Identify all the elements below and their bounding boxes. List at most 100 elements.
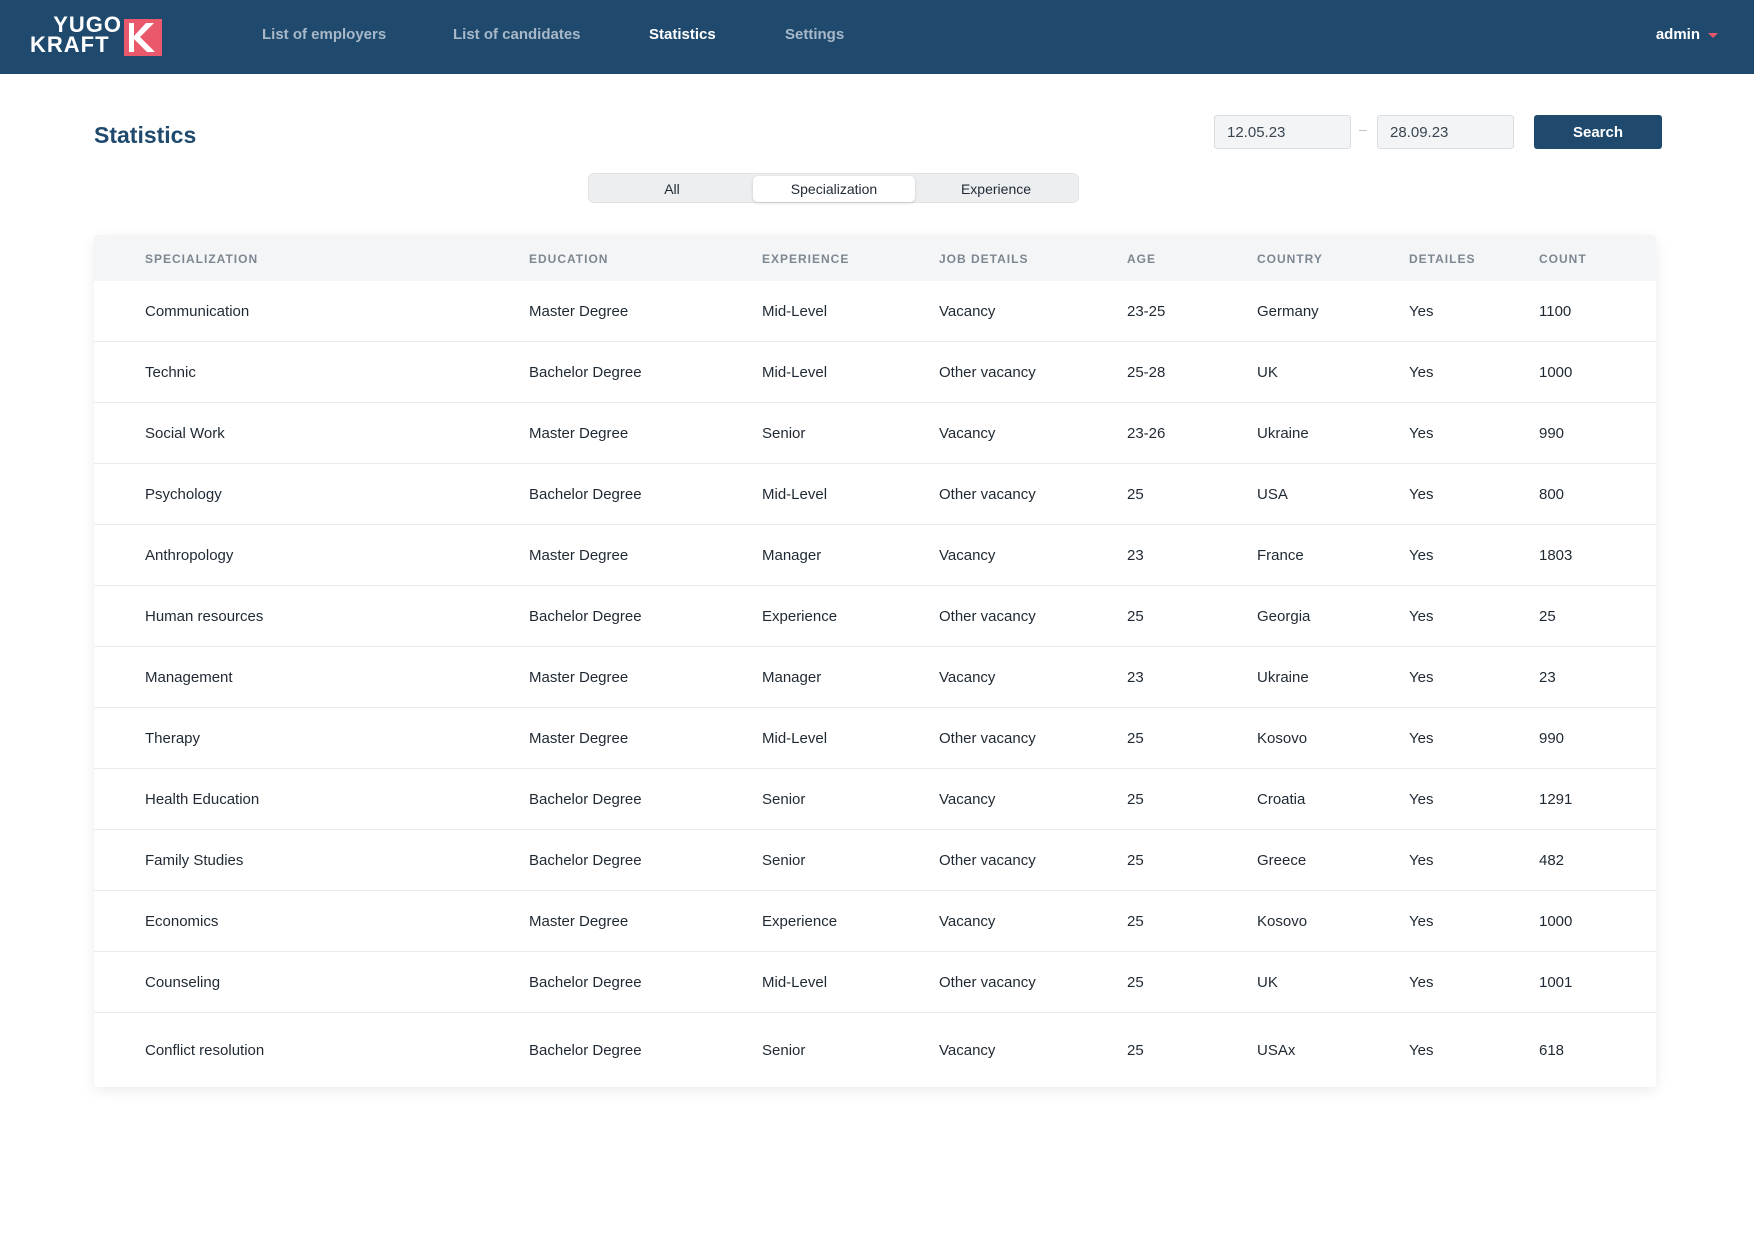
table-body: Communication Master Degree Mid-Level Vacan… [94, 281, 1656, 1087]
tab-experience[interactable]: Experience [960, 181, 1032, 197]
cell-experience: Manager [762, 669, 822, 686]
cell-experience: Senior [762, 852, 806, 869]
column-header-job-details[interactable]: JOB DETAILS [939, 252, 1029, 266]
cell-specialization: Social Work [145, 425, 225, 442]
cell-age: 25-28 [1127, 364, 1166, 381]
user-menu[interactable]: admin [1656, 26, 1718, 43]
cell-specialization: Psychology [145, 486, 222, 503]
cell-specialization: Therapy [145, 730, 201, 747]
table-row[interactable]: Technic Bachelor Degree Mid-Level Other vac… [94, 342, 1656, 403]
cell-education: Bachelor Degree [529, 486, 642, 503]
cell-count: 1100 [1539, 303, 1572, 320]
cell-count: 1000 [1539, 364, 1573, 381]
cell-detailes: Yes [1409, 486, 1434, 503]
cell-job-details: Vacancy [939, 1042, 996, 1059]
cell-detailes: Yes [1409, 730, 1434, 747]
page-title: Statistics [94, 122, 197, 148]
cell-age: 23-25 [1127, 303, 1166, 320]
cell-country: Germany [1257, 303, 1319, 320]
column-header-detailes[interactable]: DETAILES [1409, 252, 1476, 266]
cell-detailes: Yes [1409, 1042, 1434, 1059]
search-button[interactable]: Search [1534, 115, 1662, 149]
table-row[interactable]: Counseling Bachelor Degree Mid-Level Other … [94, 952, 1656, 1013]
cell-education: Master Degree [529, 913, 629, 930]
cell-experience: Mid-Level [762, 364, 828, 381]
cell-specialization: Human resources [145, 608, 264, 625]
cell-detailes: Yes [1409, 547, 1434, 564]
column-header-country[interactable]: COUNTRY [1257, 252, 1323, 266]
cell-specialization: Health Education [145, 791, 260, 808]
cell-education: Bachelor Degree [529, 608, 642, 625]
cell-experience: Mid-Level [762, 486, 828, 503]
cell-count: 618 [1539, 1042, 1565, 1059]
cell-age: 23 [1127, 547, 1144, 564]
statistics-filter-tabs: All Specialization Experience [588, 173, 1079, 203]
cell-detailes: Yes [1409, 608, 1434, 625]
cell-country: Greece [1257, 852, 1307, 869]
cell-country: Ukraine [1257, 425, 1309, 442]
cell-job-details: Other vacancy [939, 730, 1036, 747]
cell-experience: Mid-Level [762, 303, 828, 320]
cell-specialization: Communication [145, 303, 250, 320]
table-row[interactable]: Anthropology Master Degree Manager Vacancy 2… [94, 525, 1656, 586]
table-row[interactable]: Human resources Bachelor Degree Experience… [94, 586, 1656, 647]
cell-count: 1001 [1539, 974, 1573, 991]
cell-age: 25 [1127, 791, 1144, 808]
yugo-kraft-logo[interactable]: YUGO KRAFT [30, 12, 164, 57]
date-range-separator: – [1359, 121, 1367, 137]
cell-specialization: Anthropology [145, 547, 234, 564]
table-row[interactable]: Communication Master Degree Mid-Level Vacan… [94, 281, 1656, 342]
cell-count: 23 [1539, 669, 1556, 686]
cell-detailes: Yes [1409, 669, 1434, 686]
column-header-age[interactable]: AGE [1127, 252, 1157, 266]
date-to-input[interactable] [1377, 115, 1514, 149]
nav-list-of-candidates[interactable]: List of candidates [453, 26, 581, 43]
cell-job-details: Vacancy [939, 547, 996, 564]
logo-line-2: KRAFT [30, 32, 110, 57]
nav-list-of-employers[interactable]: List of employers [262, 26, 387, 43]
table-row[interactable]: Economics Master Degree Experience Vacancy 2… [94, 891, 1656, 952]
table-row[interactable]: Psychology Bachelor Degree Mid-Level Other … [94, 464, 1656, 525]
logo-k-mark-icon [124, 19, 162, 56]
cell-education: Master Degree [529, 730, 629, 747]
cell-age: 25 [1127, 974, 1144, 991]
cell-age: 25 [1127, 852, 1144, 869]
tab-specialization[interactable]: Specialization [753, 176, 915, 202]
table-row[interactable]: Conflict resolution Bachelor Degree Senior… [94, 1013, 1656, 1087]
cell-education: Master Degree [529, 669, 629, 686]
cell-education: Bachelor Degree [529, 791, 642, 808]
cell-detailes: Yes [1409, 303, 1434, 320]
cell-age: 23 [1127, 669, 1144, 686]
cell-count: 990 [1539, 425, 1565, 442]
cell-education: Bachelor Degree [529, 852, 642, 869]
cell-education: Master Degree [529, 425, 629, 442]
cell-count: 800 [1539, 486, 1565, 503]
cell-job-details: Vacancy [939, 425, 996, 442]
cell-age: 25 [1127, 608, 1144, 625]
column-header-count[interactable]: COUNT [1539, 252, 1587, 266]
cell-experience: Manager [762, 547, 822, 564]
nav-statistics[interactable]: Statistics [649, 26, 716, 43]
cell-specialization: Economics [145, 913, 219, 930]
cell-education: Bachelor Degree [529, 974, 642, 991]
cell-specialization: Counseling [145, 974, 221, 991]
table-row[interactable]: Therapy Master Degree Mid-Level Other vacan… [94, 708, 1656, 769]
table-row[interactable]: Social Work Master Degree Senior Vacancy 23-… [94, 403, 1656, 464]
cell-detailes: Yes [1409, 791, 1434, 808]
cell-job-details: Other vacancy [939, 974, 1036, 991]
table-row[interactable]: Health Education Bachelor Degree Senior Vac… [94, 769, 1656, 830]
date-from-input[interactable] [1214, 115, 1351, 149]
nav-settings[interactable]: Settings [785, 26, 845, 43]
cell-age: 25 [1127, 486, 1144, 503]
tab-all[interactable]: All [664, 181, 680, 197]
cell-country: UK [1257, 364, 1278, 381]
column-header-experience[interactable]: EXPERIENCE [762, 252, 850, 266]
column-header-specialization[interactable]: SPECIALIZATION [145, 252, 259, 266]
cell-count: 1803 [1539, 547, 1573, 564]
table-row[interactable]: Family Studies Bachelor Degree Senior Other… [94, 830, 1656, 891]
cell-detailes: Yes [1409, 913, 1434, 930]
cell-age: 25 [1127, 913, 1144, 930]
column-header-education[interactable]: EDUCATION [529, 252, 609, 266]
table-row[interactable]: Management Master Degree Manager Vacancy 23 U… [94, 647, 1656, 708]
logo-line-1: YUGO [53, 12, 122, 37]
